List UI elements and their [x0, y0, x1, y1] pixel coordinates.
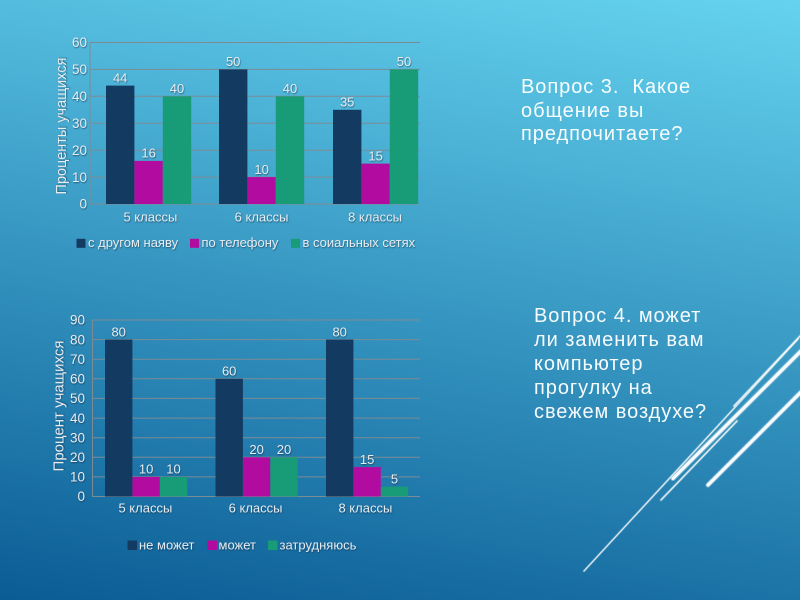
svg-text:20: 20	[70, 450, 85, 465]
svg-text:60: 60	[72, 35, 87, 50]
svg-text:80: 80	[332, 324, 346, 339]
svg-text:15: 15	[368, 148, 382, 163]
svg-text:44: 44	[113, 70, 127, 85]
svg-text:5: 5	[391, 472, 398, 487]
svg-text:может: может	[219, 538, 257, 553]
svg-text:10: 10	[72, 170, 87, 185]
svg-text:5 классы: 5 классы	[118, 501, 172, 516]
svg-text:50: 50	[397, 54, 411, 69]
svg-text:10: 10	[166, 462, 180, 477]
svg-text:Процент учащихся: Процент учащихся	[51, 341, 68, 472]
svg-text:20: 20	[277, 442, 291, 457]
svg-text:8 классы: 8 классы	[338, 501, 392, 516]
svg-text:80: 80	[70, 332, 85, 347]
svg-text:10: 10	[139, 462, 153, 477]
svg-text:40: 40	[283, 81, 297, 96]
svg-text:80: 80	[111, 324, 125, 339]
svg-text:15: 15	[360, 452, 374, 467]
svg-text:10: 10	[254, 162, 268, 177]
svg-text:50: 50	[226, 54, 240, 69]
svg-text:в соиальных сетях: в соиальных сетях	[303, 235, 416, 250]
svg-text:40: 40	[170, 81, 184, 96]
svg-text:40: 40	[72, 89, 87, 104]
svg-text:5 классы: 5 классы	[123, 210, 177, 225]
svg-text:60: 60	[222, 364, 236, 379]
svg-text:60: 60	[70, 372, 85, 387]
svg-text:30: 30	[72, 116, 87, 131]
svg-text:10: 10	[70, 470, 85, 485]
svg-text:0: 0	[79, 197, 87, 212]
svg-text:0: 0	[77, 489, 85, 504]
svg-text:50: 50	[72, 62, 87, 77]
svg-text:20: 20	[249, 442, 263, 457]
svg-text:30: 30	[70, 430, 85, 445]
svg-text:20: 20	[72, 143, 87, 158]
svg-text:35: 35	[340, 95, 354, 110]
svg-text:6 классы: 6 классы	[235, 210, 289, 225]
svg-text:8 классы: 8 классы	[348, 210, 402, 225]
svg-text:50: 50	[70, 391, 85, 406]
svg-text:с другом наяву: с другом наяву	[88, 235, 179, 250]
svg-text:40: 40	[70, 411, 85, 426]
svg-text:по телефону: по телефону	[202, 235, 279, 250]
svg-text:70: 70	[70, 352, 85, 367]
svg-text:16: 16	[141, 146, 155, 161]
svg-text:затрудняюсь: затрудняюсь	[280, 538, 357, 553]
svg-text:6 классы: 6 классы	[229, 501, 283, 516]
svg-text:Проценты учащихся: Проценты учащихся	[54, 58, 70, 195]
svg-text:90: 90	[70, 313, 85, 328]
svg-text:не может: не может	[139, 538, 195, 553]
